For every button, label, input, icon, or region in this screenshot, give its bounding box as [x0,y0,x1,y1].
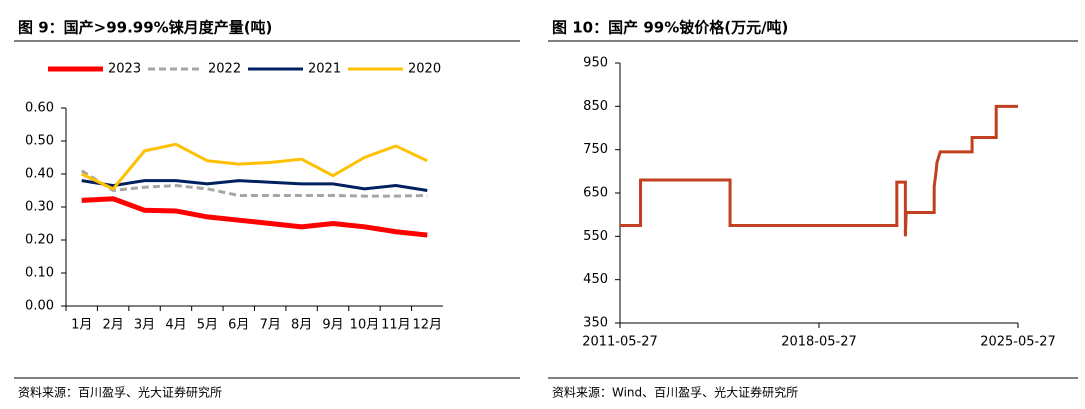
y-tick-label: 850 [583,99,608,114]
y-tick-label: 0.60 [25,101,54,116]
legend-label: 2023 [108,62,141,77]
y-tick-label: 0.00 [25,299,54,314]
series-line [81,179,428,192]
y-tick-label: 550 [583,229,608,244]
x-tick-label: 2018-05-27 [781,335,857,350]
y-tick-label: 650 [583,186,608,201]
y-tick-label: 0.10 [25,266,54,281]
legend-label: 2022 [208,62,241,77]
y-tick-label: 350 [583,316,608,331]
x-tick-label: 10月 [350,318,380,333]
source: 资料来源：Wind、百川盈孚、光大证券研究所 [552,385,798,400]
y-tick-label: 0.50 [25,134,54,149]
y-tick-label: 450 [583,272,608,287]
series-line [81,142,428,191]
x-tick-label: 4月 [165,318,186,333]
x-tick-label: 8月 [291,318,312,333]
x-tick-label: 7月 [260,318,281,333]
y-tick-label: 950 [583,56,608,71]
x-tick-label: 6月 [228,318,249,333]
x-tick-label: 11月 [381,318,411,333]
series-line [80,169,428,198]
series-line [620,104,1018,237]
x-tick-label: 12月 [413,318,443,333]
legend-label: 2020 [408,62,441,77]
y-tick-label: 0.20 [25,233,54,248]
y-tick-label: 750 [583,142,608,157]
series-line [81,196,428,238]
x-tick-label: 2025-05-27 [980,335,1056,350]
x-tick-label: 5月 [197,318,218,333]
source: 资料来源：百川盈孚、光大证券研究所 [18,385,222,400]
legend-label: 2021 [308,62,341,77]
x-tick-label: 9月 [322,318,343,333]
x-tick-label: 1月 [71,318,92,333]
y-tick-label: 0.30 [25,200,54,215]
y-tick-label: 0.40 [25,167,54,182]
chart-title: 图 9：国产>99.99%铼月度产量(吨) [18,19,272,37]
chart-title: 图 10：国产 99%铍价格(万元/吨) [552,19,788,37]
x-tick-label: 3月 [134,318,155,333]
x-tick-label: 2011-05-27 [582,335,658,350]
x-tick-label: 2月 [102,318,123,333]
